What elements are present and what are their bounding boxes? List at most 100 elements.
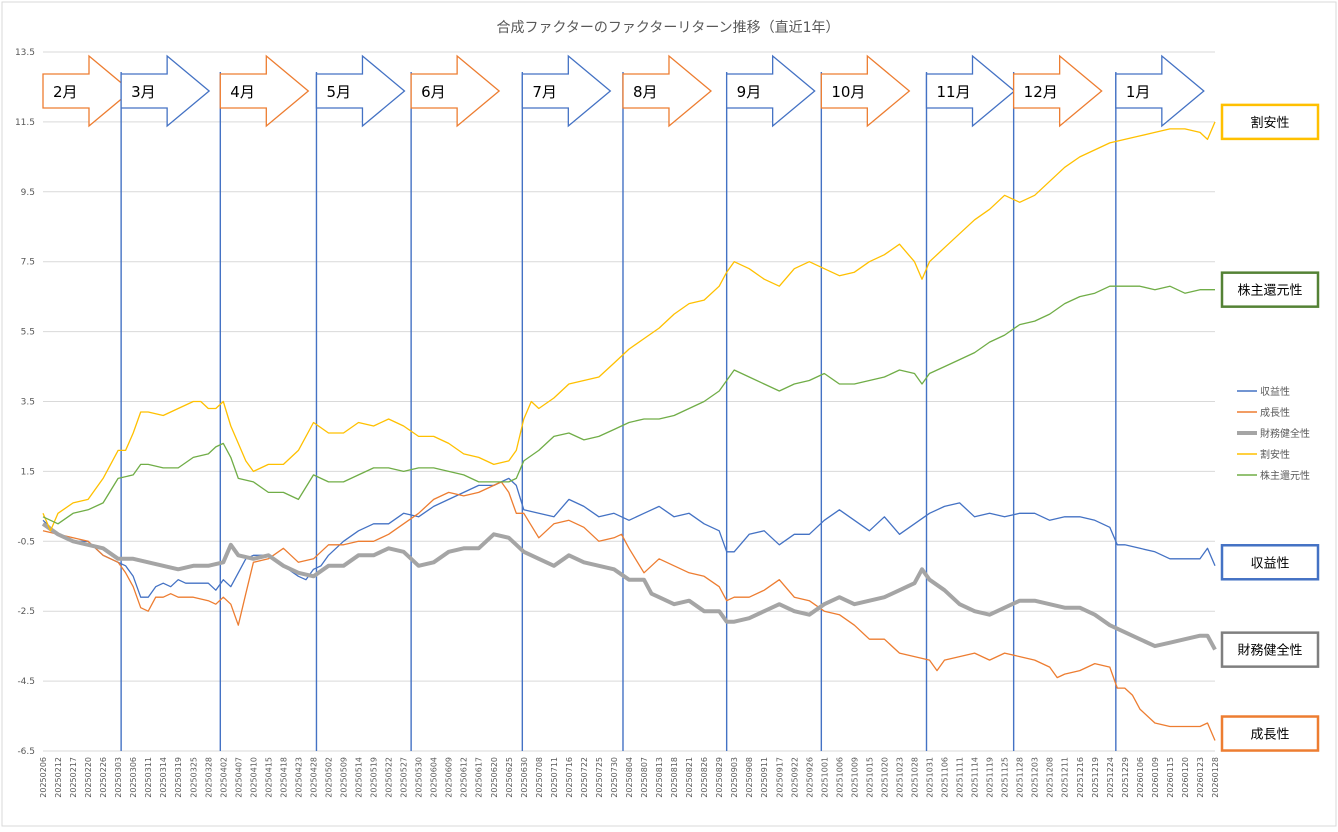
x-tick-label: 20251009 — [850, 757, 859, 798]
x-tick-label: 20251023 — [895, 757, 904, 798]
x-tick-label: 20250423 — [294, 757, 303, 798]
month-arrow — [42, 54, 133, 128]
month-arrow — [820, 54, 911, 128]
x-tick-label: 20251001 — [820, 757, 829, 798]
x-tick-label: 20250226 — [99, 757, 108, 798]
month-label: 8月 — [633, 83, 658, 101]
x-tick-label: 20250303 — [114, 757, 123, 798]
x-tick-label: 20250725 — [595, 757, 604, 798]
series-line-株主還元性 — [42, 285, 1215, 525]
x-tick-label: 20250502 — [324, 757, 333, 798]
x-tick-label: 20260128 — [1211, 757, 1220, 798]
x-tick-label: 20251219 — [1091, 757, 1100, 798]
month-arrow — [521, 54, 612, 128]
y-tick-label: 1.5 — [21, 467, 35, 477]
x-tick-label: 20250625 — [505, 757, 514, 798]
series-label: 収益性 — [1250, 556, 1289, 571]
x-tick-label: 20250418 — [279, 757, 288, 798]
month-label: 6月 — [421, 83, 446, 101]
y-tick-label: 5.5 — [21, 328, 35, 338]
x-tick-label: 20260123 — [1196, 757, 1205, 798]
month-arrow — [1115, 54, 1205, 128]
series-label-box — [1220, 631, 1320, 668]
month-arrow — [1013, 54, 1103, 128]
x-tick-label: 20250903 — [730, 757, 739, 798]
y-tick-label: -2.5 — [17, 607, 35, 617]
x-tick-label: 20250711 — [550, 757, 559, 798]
x-tick-label: 20251111 — [956, 757, 965, 798]
x-tick-label: 20250630 — [520, 757, 529, 798]
x-tick-label: 20250730 — [610, 757, 619, 798]
x-tick-label: 20251006 — [835, 757, 844, 798]
x-tick-label: 20250407 — [234, 757, 243, 798]
y-tick-label: -4.5 — [17, 677, 35, 687]
month-label: 12月 — [1024, 83, 1058, 101]
legend-entry: 財務健全性 — [1260, 427, 1310, 440]
x-tick-label: 20250314 — [159, 757, 168, 798]
month-arrow — [925, 54, 1016, 128]
month-arrow — [120, 54, 211, 128]
x-tick-label: 20250509 — [340, 757, 349, 798]
series-line-成長性 — [42, 481, 1216, 741]
x-tick-label: 20250217 — [69, 757, 78, 798]
series-line-収益性 — [42, 477, 1216, 598]
x-tick-label: 20251028 — [910, 757, 919, 798]
y-tick-label: 3.5 — [21, 398, 35, 408]
series-line-割安性 — [42, 121, 1216, 532]
series-line-財務健全性 — [41, 522, 1217, 651]
y-tick-label: -6.5 — [17, 747, 35, 757]
legend-entry: 株主還元性 — [1260, 469, 1310, 482]
x-tick-label: 20250807 — [640, 757, 649, 798]
x-tick-label: 20250926 — [805, 757, 814, 798]
series-label-box — [1220, 271, 1320, 308]
y-tick-label: -0.5 — [17, 537, 35, 547]
month-label: 7月 — [532, 83, 557, 101]
x-tick-label: 20250206 — [39, 757, 48, 798]
x-tick-label: 20250522 — [385, 757, 394, 798]
series-label-box — [1220, 544, 1320, 581]
x-tick-label: 20251208 — [1046, 757, 1055, 798]
series-label: 割安性 — [1250, 115, 1289, 131]
y-tick-label: 7.5 — [21, 258, 35, 268]
legend-entry: 収益性 — [1260, 385, 1290, 398]
series-label-box — [1220, 103, 1320, 141]
x-tick-label: 20251015 — [865, 757, 874, 798]
x-tick-label: 20251203 — [1031, 757, 1040, 798]
x-tick-label: 20251106 — [941, 757, 950, 798]
x-tick-label: 20250722 — [580, 757, 589, 798]
month-label: 5月 — [326, 83, 351, 101]
x-tick-label: 20250922 — [790, 757, 799, 798]
x-tick-label: 20251020 — [880, 757, 889, 798]
x-tick-label: 20251211 — [1061, 757, 1070, 798]
x-tick-label: 20250212 — [54, 757, 63, 798]
month-arrow — [219, 54, 310, 128]
x-tick-label: 20250527 — [400, 757, 409, 798]
x-tick-label: 20250328 — [204, 757, 213, 798]
month-markers: 2月 3月 4月 5月 6月 7月 8月 9月 10月 11月 12月 1月 — [42, 54, 1205, 751]
x-tick-label: 20260120 — [1181, 757, 1190, 798]
x-tick-label: 20250813 — [655, 757, 664, 798]
x-tick-label: 20250609 — [445, 757, 454, 798]
month-arrow — [726, 54, 816, 128]
month-arrow — [622, 54, 713, 128]
x-tick-label: 20250604 — [430, 757, 439, 798]
x-tick-label: 20250908 — [745, 757, 754, 798]
chart-title: 合成ファクターのファクターリターン推移（直近1年） — [496, 19, 839, 36]
x-tick-label: 20250410 — [249, 757, 258, 798]
month-label: 9月 — [737, 83, 762, 101]
month-label: 1月 — [1126, 83, 1151, 101]
x-tick-label: 20250829 — [715, 757, 724, 798]
month-label: 10月 — [831, 83, 865, 101]
x-tick-label: 20251119 — [986, 757, 995, 798]
x-axis-ticks: 20250206 20250212 20250217 20250220 20250226… — [39, 757, 1220, 798]
x-tick-label: 20260109 — [1151, 757, 1160, 798]
month-label: 2月 — [53, 83, 78, 101]
x-tick-label: 20250325 — [189, 757, 198, 798]
month-label: 4月 — [230, 83, 255, 101]
x-tick-label: 20250617 — [475, 757, 484, 798]
x-tick-label: 20250821 — [685, 757, 694, 798]
